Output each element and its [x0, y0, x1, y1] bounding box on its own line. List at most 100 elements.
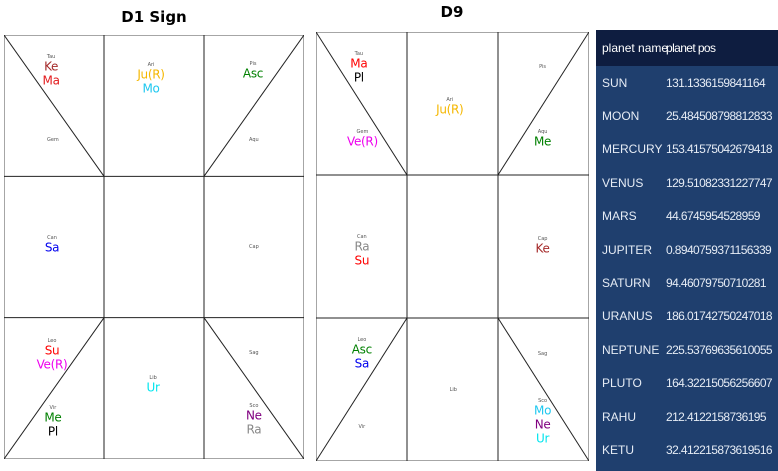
planet-name-cell: PLUTO [602, 376, 642, 391]
planet-name-cell: RAHU [602, 409, 637, 424]
d1-chart-title: D1 Sign [121, 8, 187, 26]
planet-label: Sa [354, 356, 370, 371]
planet-label: Me [44, 410, 62, 425]
table-row: SATURN 94.46079750710281 [596, 266, 778, 299]
table-row: URANUS 186.01742750247018 [596, 300, 778, 333]
planet-pos-cell: 186.01742750247018 [666, 309, 773, 324]
table-row: PLUTO 164.32215056256607 [596, 367, 778, 400]
planet-pos-cell: 225.53769635610055 [666, 342, 773, 357]
planet-pos-cell: 44.6745954528959 [666, 209, 760, 224]
planet-label: Ur [536, 431, 550, 446]
table-row: MARS 44.6745954528959 [596, 200, 778, 233]
sign-label: Sag [249, 350, 259, 356]
table-row: NEPTUNE 225.53769635610055 [596, 333, 778, 366]
planet-pos-cell: 94.46079750710281 [666, 276, 767, 291]
diagonal-line [497, 32, 589, 176]
planet-name-cell: URANUS [602, 309, 653, 324]
planet-name-cell: SATURN [602, 276, 651, 291]
sign-label: Can [356, 234, 367, 241]
sign-label: Pis [539, 64, 547, 71]
sign-label: Lib [149, 375, 157, 382]
table-row: MERCURY 153.41575042679418 [596, 133, 778, 166]
planet-label: Asc [242, 66, 264, 81]
sign-label: Vir [49, 405, 57, 412]
planet-pos-cell: 25.484508798812833 [666, 109, 773, 124]
planet-label: Ne [246, 408, 262, 423]
planet-pos-cell: 129.51082331227747 [666, 175, 773, 190]
sign-label: Cap [537, 236, 548, 243]
diagonal-line [316, 32, 408, 176]
sign-label: Aqu [537, 128, 548, 135]
sign-label: Lib [449, 386, 457, 393]
diagonal-line [203, 35, 304, 177]
planet-label: Ve(R) [346, 134, 378, 149]
planet-label: Pl [47, 424, 58, 439]
sign-label: Gem [46, 137, 59, 144]
sign-label: Tau [46, 54, 56, 61]
planet-label: Pl [353, 70, 364, 85]
planet-label: Ju(R) [137, 67, 165, 82]
d9-chart-title: D9 [440, 3, 464, 21]
chart-grid [4, 35, 304, 459]
planet-name-cell: KETU [602, 442, 635, 457]
sign-label: Vir [358, 423, 366, 430]
planet-label: Ju(R) [436, 102, 464, 117]
planet-label: Mo [142, 81, 160, 96]
table-row: KETU 32.412215873619516 [596, 433, 778, 466]
table-row: JUPITER 0.8940759371156339 [596, 233, 778, 266]
planet-label: Ne [534, 417, 551, 432]
sign-label: Cap [249, 244, 259, 250]
planet-pos-cell: 164.32215056256607 [666, 376, 773, 391]
planet-label: Sa [44, 240, 60, 255]
sign-label: Sag [537, 350, 548, 357]
planet-label: Ke [44, 59, 59, 74]
planet-pos-cell: 131.1336159841164 [666, 75, 766, 90]
sign-label: Ari [147, 61, 155, 68]
planet-name-cell: MERCURY [602, 142, 663, 157]
planet-label: Ur [146, 380, 160, 395]
diagonal-line [316, 317, 408, 461]
table-row: VENUS 129.51082331227747 [596, 166, 778, 199]
sign-label: Ari [446, 96, 454, 103]
planet-pos-cell: 32.412215873619516 [666, 442, 773, 457]
diagonal-line [203, 317, 304, 459]
table-header: planet name planet pos [596, 30, 778, 66]
diagonal-line [4, 35, 105, 177]
planet-label: Ve(R) [36, 357, 68, 372]
d9-chart: Tau Ma Pl Ari Ju(R) Pis Gem Ve(R) Aqu Me Can Ra Su Ca… [316, 32, 589, 461]
planet-label: Ra [354, 239, 370, 254]
planet-pos-cell: 212.4122158736195 [666, 409, 767, 424]
planet-name-cell: MOON [602, 109, 640, 124]
d1-chart: Tau Ke Ma Ari Ju(R) Mo Pis Asc Gem Aqu Can Sa Cap Leo… [4, 35, 304, 459]
sign-label: Gem [356, 128, 369, 135]
planet-label: Ma [42, 73, 60, 88]
planet-label: Me [534, 134, 552, 149]
planet-label: Su [354, 253, 370, 268]
planet-name-cell: MARS [602, 209, 637, 224]
table-body: SUN 131.1336159841164 MOON 25.4845087988128… [596, 66, 778, 467]
planet-label: Asc [351, 342, 372, 357]
sign-label: Aqu [249, 137, 259, 144]
sign-label: Sco [249, 403, 259, 409]
sign-label: Pis [249, 60, 257, 67]
planet-name-cell: VENUS [602, 175, 644, 190]
table-row: SUN 131.1336159841164 [596, 66, 778, 99]
sign-label: Tau [354, 51, 364, 58]
table-row: RAHU 212.4122158736195 [596, 400, 778, 433]
table-row: MOON 25.484508798812833 [596, 99, 778, 132]
header-planet-pos: planet pos [666, 41, 716, 55]
diagonal-line [4, 317, 105, 459]
planet-pos-cell: 153.41575042679418 [666, 142, 773, 157]
sign-label: Leo [357, 337, 367, 344]
planet-table: planet name planet pos SUN 131.1336159841… [596, 30, 778, 471]
diagonal-line [497, 317, 589, 461]
chart-grid [316, 32, 589, 461]
sign-label: Leo [47, 338, 57, 345]
planet-name-cell: NEPTUNE [602, 342, 660, 357]
sign-label: Sco [538, 397, 548, 404]
planet-label: Ma [350, 56, 368, 71]
planet-name-cell: SUN [602, 75, 628, 90]
planet-pos-cell: 0.8940759371156339 [666, 242, 772, 257]
header-planet-name: planet name [602, 41, 669, 55]
planet-name-cell: JUPITER [602, 242, 653, 257]
